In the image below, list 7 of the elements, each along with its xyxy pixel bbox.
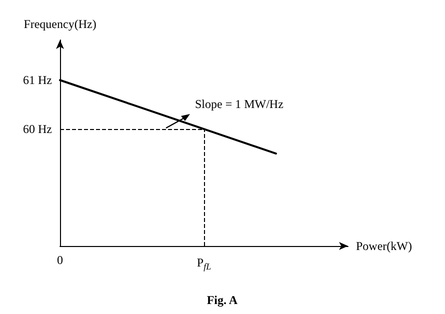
annotation: Slope = 1 MW/Hz [195, 97, 284, 111]
x-tick-label: 0 [57, 253, 63, 267]
y-tick-label: 61 Hz [23, 73, 52, 88]
y-tick-label: 60 Hz [23, 122, 52, 136]
x-axis-title: Power(kW) [356, 239, 412, 253]
text: Fig. A [206, 293, 238, 307]
y-axis-title: Frequency(Hz) [24, 17, 96, 31]
